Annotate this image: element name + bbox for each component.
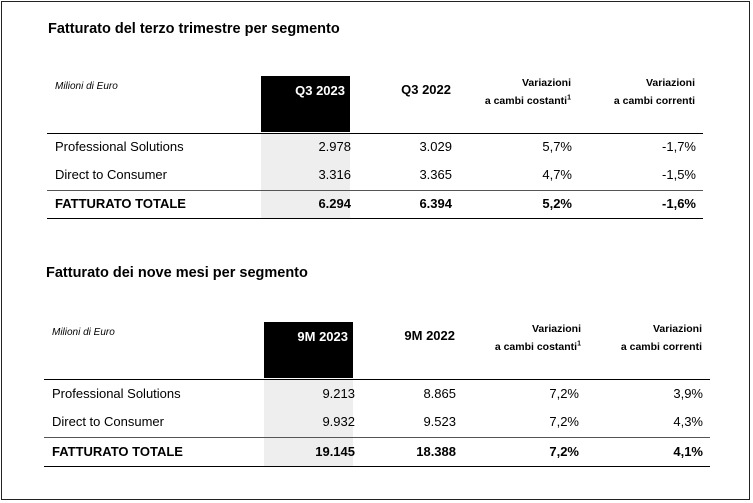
column-header-var-constant: Variazioni a cambi costanti1 (494, 323, 581, 353)
total-var-constant: 5,2% (542, 196, 572, 211)
total-var-constant: 7,2% (549, 444, 579, 459)
section-title: Fatturato dei nove mesi per segmento (46, 265, 308, 281)
row-var-current: 3,9% (673, 386, 703, 401)
row-var-current: -1,5% (662, 167, 696, 182)
row-current: 9.213 (322, 386, 355, 401)
row-var-constant: 7,2% (549, 386, 579, 401)
column-header-var-current: Variazioni a cambi correnti (620, 323, 702, 353)
total-previous: 6.394 (419, 196, 452, 211)
column-header-previous: Q3 2022 (401, 82, 451, 97)
row-label: Professional Solutions (52, 386, 181, 401)
total-previous: 18.388 (416, 444, 456, 459)
row-current: 9.932 (322, 414, 355, 429)
row-current: 2.978 (318, 139, 351, 154)
highlight-column-body (264, 379, 353, 466)
total-current: 19.145 (315, 444, 355, 459)
highlight-column-body (261, 133, 350, 219)
row-label: Direct to Consumer (52, 414, 164, 429)
row-var-constant: 7,2% (549, 414, 579, 429)
row-previous: 8.865 (423, 386, 456, 401)
column-header-var-constant: Variazioni a cambi costanti1 (484, 77, 571, 107)
unit-label: Milioni di Euro (55, 81, 118, 92)
column-header-var-current: Variazioni a cambi correnti (613, 77, 695, 107)
total-current: 6.294 (318, 196, 351, 211)
column-header-current: Q3 2023 (295, 83, 345, 98)
unit-label: Milioni di Euro (52, 327, 115, 338)
total-var-current: -1,6% (662, 196, 696, 211)
header-divider (44, 379, 710, 380)
row-previous: 9.523 (423, 414, 456, 429)
row-previous: 3.029 (419, 139, 452, 154)
column-header-current: 9M 2023 (297, 329, 348, 344)
highlight-column-header: Q3 2023 (261, 76, 350, 132)
total-label: FATTURATO TOTALE (52, 444, 183, 459)
total-label: FATTURATO TOTALE (55, 196, 186, 211)
table-bottom-divider (44, 466, 710, 467)
highlight-column-header: 9M 2023 (264, 322, 353, 378)
header-divider (47, 133, 703, 134)
row-label: Professional Solutions (55, 139, 184, 154)
total-divider (44, 437, 710, 438)
total-var-current: 4,1% (673, 444, 703, 459)
row-previous: 3.365 (419, 167, 452, 182)
row-var-constant: 5,7% (542, 139, 572, 154)
section-title: Fatturato del terzo trimestre per segmen… (48, 21, 340, 37)
row-var-current: 4,3% (673, 414, 703, 429)
column-header-previous: 9M 2022 (404, 328, 455, 343)
row-label: Direct to Consumer (55, 167, 167, 182)
row-var-constant: 4,7% (542, 167, 572, 182)
table-bottom-divider (47, 218, 703, 219)
total-divider (47, 190, 703, 191)
row-current: 3.316 (318, 167, 351, 182)
row-var-current: -1,7% (662, 139, 696, 154)
